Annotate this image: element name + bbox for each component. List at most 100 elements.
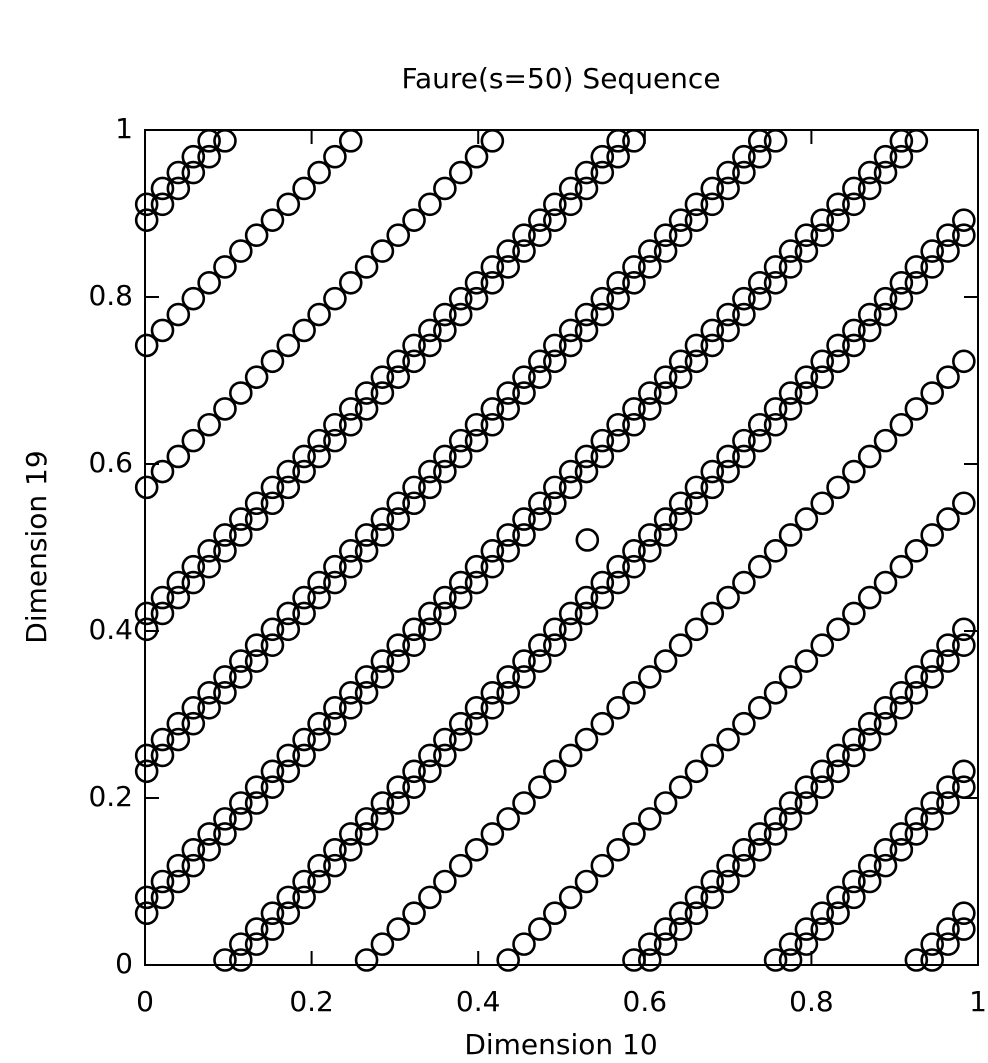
point xyxy=(952,759,976,784)
point xyxy=(637,665,662,689)
point xyxy=(528,507,552,531)
point xyxy=(684,333,709,358)
point xyxy=(857,318,882,343)
point xyxy=(747,696,772,720)
point xyxy=(448,853,473,878)
point xyxy=(810,365,835,389)
point xyxy=(134,743,159,768)
point xyxy=(386,633,411,657)
point xyxy=(181,144,206,169)
point xyxy=(684,901,709,926)
point xyxy=(480,397,505,421)
point xyxy=(622,412,646,437)
point xyxy=(354,523,379,547)
point xyxy=(700,333,725,358)
point xyxy=(590,853,615,878)
point xyxy=(134,901,159,926)
point xyxy=(920,239,944,263)
point xyxy=(889,144,914,169)
point xyxy=(873,696,898,720)
point xyxy=(826,885,850,910)
point xyxy=(338,680,363,705)
point xyxy=(936,791,960,815)
point xyxy=(732,711,756,736)
point xyxy=(889,271,914,295)
point xyxy=(213,523,237,547)
point xyxy=(574,160,599,185)
point xyxy=(700,176,725,201)
point xyxy=(276,901,301,926)
point xyxy=(873,144,898,169)
point xyxy=(260,633,285,657)
point xyxy=(292,444,316,469)
point xyxy=(763,680,788,705)
point xyxy=(528,917,552,941)
point xyxy=(653,932,678,956)
point xyxy=(464,286,489,311)
point xyxy=(543,475,567,500)
point xyxy=(700,869,725,894)
point xyxy=(668,365,693,389)
point xyxy=(936,932,960,956)
point xyxy=(338,822,363,846)
point xyxy=(354,665,379,689)
point xyxy=(936,633,960,657)
point xyxy=(732,160,756,185)
point xyxy=(276,475,301,500)
point xyxy=(276,601,301,626)
point xyxy=(418,885,442,910)
point xyxy=(904,807,929,831)
point xyxy=(134,759,159,784)
point xyxy=(543,633,567,657)
point xyxy=(590,585,615,610)
point xyxy=(418,333,442,358)
point xyxy=(150,743,175,768)
point xyxy=(920,948,944,972)
point xyxy=(763,807,788,831)
point xyxy=(794,381,819,405)
point xyxy=(732,570,756,595)
point xyxy=(134,333,159,358)
point xyxy=(857,711,882,736)
y-tick-label: 0.4 xyxy=(88,613,133,646)
point xyxy=(228,791,253,815)
point xyxy=(558,475,583,500)
point xyxy=(653,507,678,531)
point xyxy=(904,271,929,295)
point xyxy=(512,507,536,531)
point xyxy=(464,428,489,453)
point xyxy=(543,901,567,926)
point xyxy=(543,349,567,374)
point xyxy=(889,680,914,705)
point xyxy=(684,617,709,642)
point xyxy=(684,885,709,910)
point xyxy=(794,223,819,248)
point xyxy=(826,617,850,642)
point xyxy=(464,711,489,736)
point xyxy=(904,948,929,972)
point xyxy=(732,428,756,453)
point xyxy=(653,239,678,263)
point xyxy=(574,601,599,626)
point xyxy=(150,176,175,201)
point xyxy=(574,727,599,752)
point xyxy=(558,192,583,217)
point xyxy=(857,585,882,610)
point xyxy=(418,759,442,784)
point xyxy=(292,585,316,610)
point xyxy=(763,539,788,563)
point xyxy=(606,286,630,311)
point xyxy=(433,176,457,201)
point xyxy=(543,491,567,516)
point xyxy=(668,917,693,941)
point xyxy=(936,507,960,531)
point xyxy=(197,554,221,579)
point xyxy=(826,475,850,500)
point xyxy=(637,397,662,421)
point xyxy=(292,601,316,626)
point xyxy=(543,617,567,642)
point xyxy=(134,601,159,626)
point xyxy=(134,885,159,910)
point xyxy=(732,444,756,469)
point xyxy=(857,176,882,201)
